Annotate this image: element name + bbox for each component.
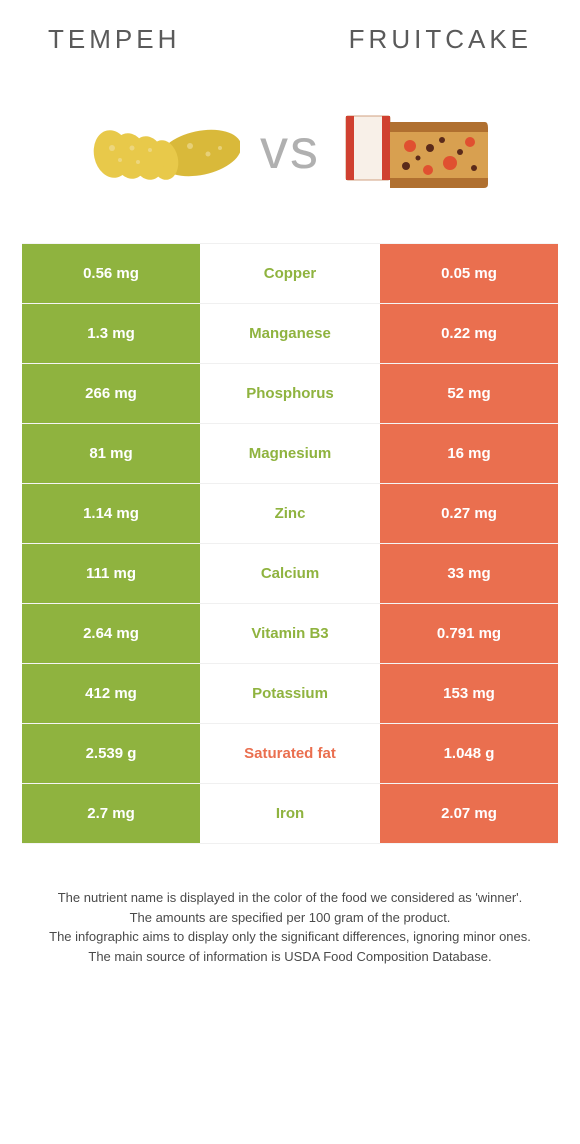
table-row: 1.14 mgZinc0.27 mg xyxy=(22,484,558,544)
right-value-cell: 52 mg xyxy=(380,364,558,424)
left-value-cell: 2.539 g xyxy=(22,724,200,784)
footer-line: The amounts are specified per 100 gram o… xyxy=(36,908,544,928)
right-value-cell: 0.22 mg xyxy=(380,304,558,364)
right-value-cell: 1.048 g xyxy=(380,724,558,784)
left-value-cell: 111 mg xyxy=(22,544,200,604)
nutrient-name-cell: Manganese xyxy=(200,304,380,364)
nutrient-name-cell: Saturated fat xyxy=(200,724,380,784)
left-value-cell: 0.56 mg xyxy=(22,244,200,304)
right-value-cell: 0.791 mg xyxy=(380,604,558,664)
table-row: 81 mgMagnesium16 mg xyxy=(22,424,558,484)
right-value-cell: 0.05 mg xyxy=(380,244,558,304)
nutrient-name-cell: Copper xyxy=(200,244,380,304)
right-value-cell: 153 mg xyxy=(380,664,558,724)
left-value-cell: 266 mg xyxy=(22,364,200,424)
right-value-cell: 0.27 mg xyxy=(380,484,558,544)
nutrient-name-cell: Calcium xyxy=(200,544,380,604)
vs-label: vs xyxy=(260,116,320,181)
nutrient-name-cell: Vitamin B3 xyxy=(200,604,380,664)
header-row: TEMPEH FRUITCAKE xyxy=(0,0,580,63)
left-value-cell: 81 mg xyxy=(22,424,200,484)
table-row: 2.64 mgVitamin B30.791 mg xyxy=(22,604,558,664)
table-row: 2.7 mgIron2.07 mg xyxy=(22,784,558,844)
tempeh-image xyxy=(90,93,240,203)
left-value-cell: 2.7 mg xyxy=(22,784,200,844)
right-value-cell: 33 mg xyxy=(380,544,558,604)
table-row: 0.56 mgCopper0.05 mg xyxy=(22,244,558,304)
vs-row: vs xyxy=(0,63,580,243)
left-value-cell: 1.14 mg xyxy=(22,484,200,544)
right-value-cell: 2.07 mg xyxy=(380,784,558,844)
right-food-title: FRUITCAKE xyxy=(349,24,532,55)
nutrient-name-cell: Zinc xyxy=(200,484,380,544)
table-row: 412 mgPotassium153 mg xyxy=(22,664,558,724)
left-food-title: TEMPEH xyxy=(48,24,180,55)
left-value-cell: 412 mg xyxy=(22,664,200,724)
footer-line: The main source of information is USDA F… xyxy=(36,947,544,967)
table-row: 111 mgCalcium33 mg xyxy=(22,544,558,604)
nutrient-name-cell: Magnesium xyxy=(200,424,380,484)
left-value-cell: 1.3 mg xyxy=(22,304,200,364)
table-row: 1.3 mgManganese0.22 mg xyxy=(22,304,558,364)
right-value-cell: 16 mg xyxy=(380,424,558,484)
fruitcake-image xyxy=(340,93,490,203)
nutrient-name-cell: Potassium xyxy=(200,664,380,724)
left-value-cell: 2.64 mg xyxy=(22,604,200,664)
nutrient-name-cell: Iron xyxy=(200,784,380,844)
comparison-table: 0.56 mgCopper0.05 mg1.3 mgManganese0.22 … xyxy=(22,243,558,844)
nutrient-name-cell: Phosphorus xyxy=(200,364,380,424)
footer-notes: The nutrient name is displayed in the co… xyxy=(0,844,580,986)
footer-line: The infographic aims to display only the… xyxy=(36,927,544,947)
table-row: 266 mgPhosphorus52 mg xyxy=(22,364,558,424)
table-row: 2.539 gSaturated fat1.048 g xyxy=(22,724,558,784)
footer-line: The nutrient name is displayed in the co… xyxy=(36,888,544,908)
